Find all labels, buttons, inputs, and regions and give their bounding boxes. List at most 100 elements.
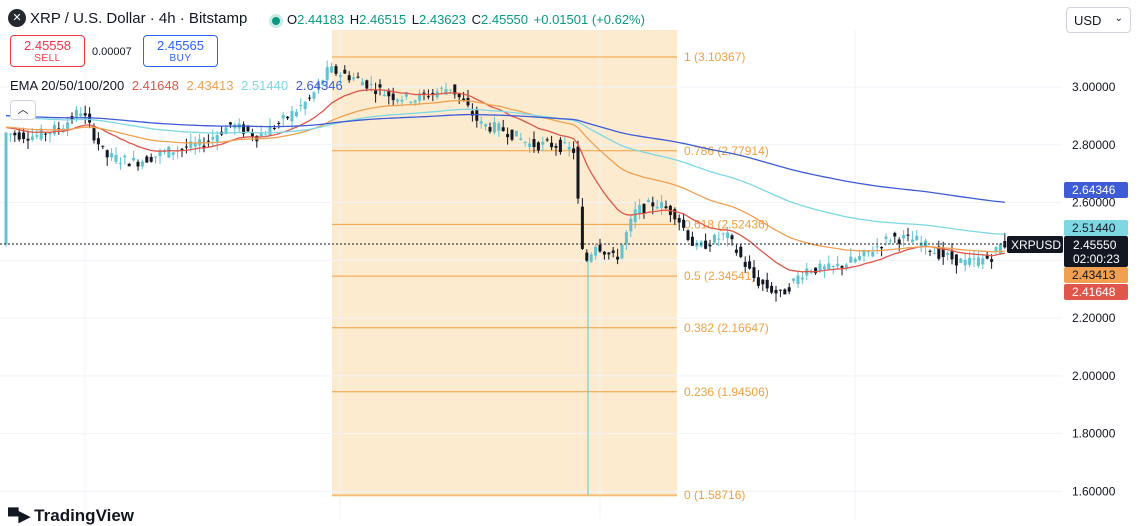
candle-body bbox=[602, 251, 606, 255]
candle-body bbox=[440, 87, 444, 89]
candle-body bbox=[572, 148, 576, 153]
high-label: H bbox=[349, 12, 360, 27]
candle-body bbox=[22, 132, 26, 139]
candle-body bbox=[594, 246, 598, 256]
symbol-badge-bg bbox=[1007, 236, 1063, 253]
buy-button[interactable]: 2.45565 BUY bbox=[143, 35, 218, 67]
candle-body bbox=[264, 134, 268, 136]
candle-body bbox=[686, 230, 690, 240]
symbol-header[interactable]: ✕ XRP / U.S. Dollar · 4h · Bitstamp bbox=[8, 9, 247, 28]
candle-body bbox=[985, 254, 989, 259]
candle-body bbox=[849, 256, 853, 263]
candle-body bbox=[35, 135, 39, 137]
candle-body bbox=[585, 252, 589, 261]
candle-body bbox=[321, 80, 325, 85]
candle-body bbox=[998, 243, 1002, 255]
candle-body bbox=[96, 138, 100, 145]
candle-body bbox=[475, 110, 479, 121]
candle-body bbox=[765, 279, 769, 289]
ema20-badge-bg bbox=[1064, 284, 1128, 300]
price-axis[interactable]: 3.00000 2.80000 2.60000 2.20000 2.00000 1.800… bbox=[1007, 30, 1139, 519]
candle-body bbox=[932, 252, 936, 255]
ema-legend[interactable]: EMA 20/50/100/200 2.41648 2.43413 2.5144… bbox=[10, 78, 343, 93]
candle-body bbox=[778, 289, 782, 291]
candle-body bbox=[4, 132, 8, 245]
change-value: +0.01501 (+0.62%) bbox=[533, 12, 645, 27]
candle-body bbox=[646, 200, 650, 203]
fib-level-label: 1 (3.10367) bbox=[684, 50, 745, 64]
price-tick-label: 2.00000 bbox=[1072, 369, 1116, 383]
candle-body bbox=[677, 218, 681, 223]
candle-body bbox=[378, 84, 382, 88]
candle-body bbox=[365, 80, 369, 89]
candle-body bbox=[105, 150, 109, 158]
candle-body bbox=[466, 97, 470, 106]
candle-body bbox=[730, 235, 734, 240]
candle-body bbox=[123, 155, 127, 158]
collapse-legend-button[interactable]: ︿ bbox=[10, 100, 36, 120]
candle-body bbox=[897, 239, 901, 244]
candle-body bbox=[721, 233, 725, 235]
ema100-line bbox=[5, 108, 1005, 235]
ema-lines bbox=[5, 88, 1005, 273]
candle-body bbox=[316, 83, 320, 90]
candle-body bbox=[246, 125, 250, 132]
candle-body bbox=[827, 263, 831, 270]
candle-body bbox=[497, 123, 501, 131]
candle-body bbox=[189, 141, 193, 148]
candle-body bbox=[629, 218, 633, 232]
candle-body bbox=[13, 132, 17, 136]
candle-body bbox=[796, 275, 800, 284]
tradingview-logo[interactable]: ▀▶ TradingView bbox=[8, 506, 134, 525]
candle-body bbox=[167, 146, 171, 158]
candle-body bbox=[479, 121, 483, 124]
candle-body bbox=[545, 139, 549, 141]
candle-body bbox=[655, 206, 659, 209]
candle-body bbox=[79, 113, 83, 117]
candle-body bbox=[277, 123, 281, 125]
fibonacci-retracement[interactable]: 1 (3.10367) 0.786 (2.77914) 0.618 (2.52436… bbox=[332, 50, 769, 502]
candle-body bbox=[242, 124, 246, 134]
candle-body bbox=[444, 89, 448, 95]
price-tick-label: 2.80000 bbox=[1072, 138, 1116, 152]
candle-body bbox=[426, 96, 430, 98]
candle-body bbox=[748, 261, 752, 269]
ema-legend-label: EMA 20/50/100/200 bbox=[10, 78, 125, 93]
sell-button[interactable]: 2.45558 SELL bbox=[10, 35, 85, 67]
candle-body bbox=[294, 111, 298, 117]
candle-body bbox=[937, 246, 941, 259]
candle-body bbox=[391, 93, 395, 101]
candle-body bbox=[528, 143, 532, 148]
ema50-line bbox=[5, 99, 1005, 253]
currency-select[interactable]: USD ⌄ bbox=[1066, 7, 1131, 33]
fib-level-label: 0.236 (1.94506) bbox=[684, 385, 769, 399]
candle-body bbox=[831, 265, 835, 267]
candle-body bbox=[360, 81, 364, 86]
candle-body bbox=[303, 101, 307, 110]
candle-body bbox=[228, 122, 232, 125]
ema50-value: 2.43413 bbox=[186, 78, 234, 93]
ema50-badge-bg bbox=[1064, 267, 1128, 283]
chevron-down-icon: ⌄ bbox=[1114, 13, 1123, 24]
candle-body bbox=[506, 134, 510, 138]
candle-body bbox=[800, 277, 804, 280]
candle-body bbox=[906, 234, 910, 236]
candle-body bbox=[550, 142, 554, 148]
candle-body bbox=[48, 132, 52, 135]
candle-body bbox=[981, 258, 985, 265]
candle-body bbox=[369, 84, 373, 86]
candle-body bbox=[946, 253, 950, 256]
candle-body bbox=[39, 128, 43, 140]
candle-body bbox=[396, 99, 400, 102]
candle-body bbox=[374, 89, 378, 94]
candle-body bbox=[682, 219, 686, 228]
ema100-badge: 2.51440 bbox=[1072, 221, 1116, 235]
candle-body bbox=[470, 111, 474, 116]
candle-body bbox=[950, 251, 954, 260]
candle-body bbox=[862, 250, 866, 257]
ema100-badge-bg bbox=[1064, 220, 1128, 236]
currency-value: USD bbox=[1074, 13, 1102, 28]
candle-body bbox=[140, 161, 144, 167]
candle-body bbox=[127, 163, 131, 167]
